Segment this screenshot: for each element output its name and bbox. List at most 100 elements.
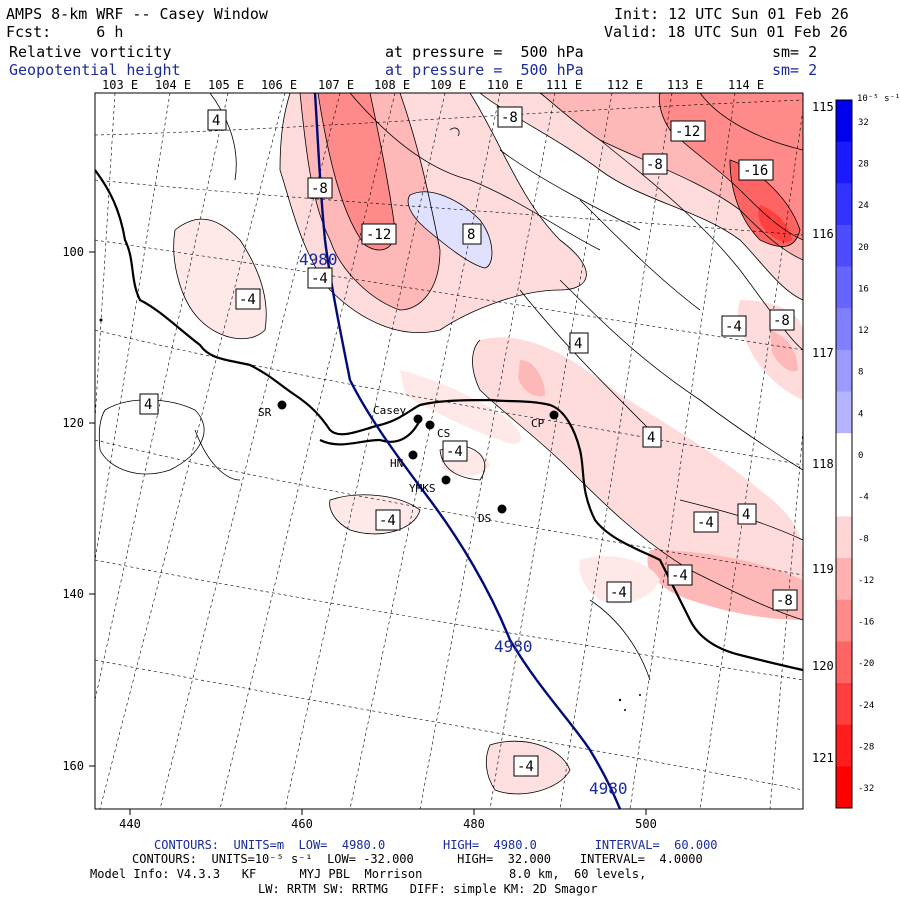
footer-physics-info: LW: RRTM SW: RRTMG DIFF: simple KM: 2D S… (258, 882, 598, 896)
height-label: 4980 (299, 250, 338, 269)
lon-label: 107 E (318, 78, 354, 92)
contour-label: -4 (442, 440, 468, 462)
station-label: CS (437, 427, 450, 440)
colorbar-label: 4 (858, 409, 863, 419)
colorbar-label: 24 (858, 201, 869, 211)
y-tick-label: 120 (62, 416, 84, 430)
field1-name: Relative vorticity (9, 43, 172, 61)
contour-label: 4 (139, 393, 159, 415)
colorbar-label: -4 (858, 493, 869, 503)
y-tick-label: 140 (62, 587, 84, 601)
x-tick-label: 440 (119, 817, 141, 831)
valid-time: Valid: 18 UTC Sun 01 Feb 26 (604, 23, 848, 41)
contour-label: -4 (721, 315, 747, 337)
colorbar-swatch (836, 724, 852, 767)
colorbar-swatch (836, 516, 852, 559)
contour-label: -8 (772, 589, 798, 611)
colorbar-units: 10⁻⁵ s⁻¹ (857, 94, 900, 104)
forecast-hour: Fcst: 6 h (6, 23, 124, 41)
station-marker[interactable] (277, 400, 287, 410)
y-tick-label: 100 (62, 245, 84, 259)
station-label: SR (258, 406, 272, 419)
y-tick-label: 160 (62, 759, 84, 773)
station-marker[interactable] (425, 420, 435, 430)
contour-label: -4 (307, 267, 333, 289)
colorbar-swatch (836, 474, 852, 517)
colorbar-label: -16 (858, 618, 874, 628)
geopotential-height-contour (313, 93, 622, 809)
colorbar-swatch (836, 433, 852, 476)
svg-text:-8: -8 (776, 593, 793, 609)
lon-label: 104 E (155, 78, 191, 92)
vorticity-shading-positive (408, 191, 492, 268)
contour-label: -12 (670, 120, 706, 142)
contour-label: 4 (207, 109, 227, 131)
y-axis-labels: 100 120 140 160 (62, 245, 84, 773)
coastline (95, 169, 803, 672)
map-title: AMPS 8-km WRF -- Casey Window (6, 5, 268, 23)
colorbar-swatch (836, 224, 852, 268)
x-tick-label: 460 (291, 817, 313, 831)
colorbar-swatch (836, 766, 852, 809)
lon-label: 105 E (208, 78, 244, 92)
station-label: YMKS (409, 482, 436, 495)
colorbar-label: 16 (858, 284, 869, 294)
svg-text:4: 4 (574, 336, 582, 352)
contour-label: 4 (569, 332, 589, 354)
svg-text:-4: -4 (311, 271, 328, 287)
lon-label: 114 E (728, 78, 764, 92)
contour-label: -4 (513, 755, 539, 777)
svg-text:4: 4 (742, 507, 750, 523)
svg-text:-4: -4 (379, 513, 396, 529)
lon-label: 110 E (487, 78, 523, 92)
height-contour-labels: 4980 4980 4980 (299, 250, 628, 798)
lon-label: 112 E (607, 78, 643, 92)
colorbar-swatch (836, 183, 852, 226)
station-marker[interactable] (549, 410, 559, 420)
colorbar-label: 12 (858, 326, 869, 336)
station-label: Casey (373, 404, 406, 417)
colorbar-label: 0 (858, 451, 863, 461)
contour-label: -16 (738, 159, 774, 181)
colorbar-label: -12 (858, 576, 874, 586)
contour-label: -8 (642, 153, 668, 175)
colorbar-label: 32 (858, 118, 869, 128)
x-axis-labels: 440 460 480 500 (119, 817, 657, 831)
colorbar: 10⁻⁵ s⁻¹ 32 28 24 20 16 12 8 4 0 -4 -8 -12 -16 -20 -24… (835, 94, 900, 809)
contour-label: 4 (642, 426, 662, 448)
field1-smoothing: sm= 2 (772, 43, 818, 61)
svg-text:-4: -4 (697, 515, 714, 531)
colorbar-label: -28 (858, 743, 874, 753)
svg-text:4: 4 (647, 430, 655, 446)
station-marker[interactable] (497, 504, 507, 514)
contour-label: -12 (361, 223, 397, 245)
stations: SR Casey CS HN YMKS DS CP (258, 400, 559, 525)
vorticity-shading-negative (173, 93, 803, 794)
plot-frame (94, 92, 804, 810)
contour-label: -8 (307, 177, 333, 199)
colorbar-frame (835, 99, 853, 809)
station-marker[interactable] (441, 475, 451, 485)
colorbar-swatch (836, 266, 852, 309)
colorbar-label: 20 (858, 243, 869, 253)
contour-label: 4 (737, 503, 757, 525)
station-label: CP (531, 417, 545, 430)
footer-vorticity-contours: CONTOURS: UNITS=10⁻⁵ s⁻¹ LOW= -32.000 HI… (132, 852, 703, 866)
lon-label: 108 E (374, 78, 410, 92)
station-marker[interactable] (408, 450, 418, 460)
svg-text:-12: -12 (366, 227, 391, 243)
station-marker[interactable] (413, 414, 423, 424)
footer-height-contours: CONTOURS: UNITS=m LOW= 4980.0 HIGH= 4980… (154, 838, 718, 852)
station-label: DS (478, 512, 491, 525)
svg-text:-8: -8 (646, 157, 663, 173)
contour-label: -8 (769, 309, 795, 331)
height-label: 4980 (494, 637, 533, 656)
footer-model-info: Model Info: V4.3.3 KF MYJ PBL Morrison 8… (90, 867, 647, 881)
colorbar-label: 8 (858, 368, 863, 378)
colorbar-label: -32 (858, 784, 874, 794)
x-tick-label: 480 (463, 817, 485, 831)
svg-text:-12: -12 (675, 124, 700, 140)
lon-label: 103 E (102, 78, 138, 92)
contour-label: -4 (693, 511, 719, 533)
